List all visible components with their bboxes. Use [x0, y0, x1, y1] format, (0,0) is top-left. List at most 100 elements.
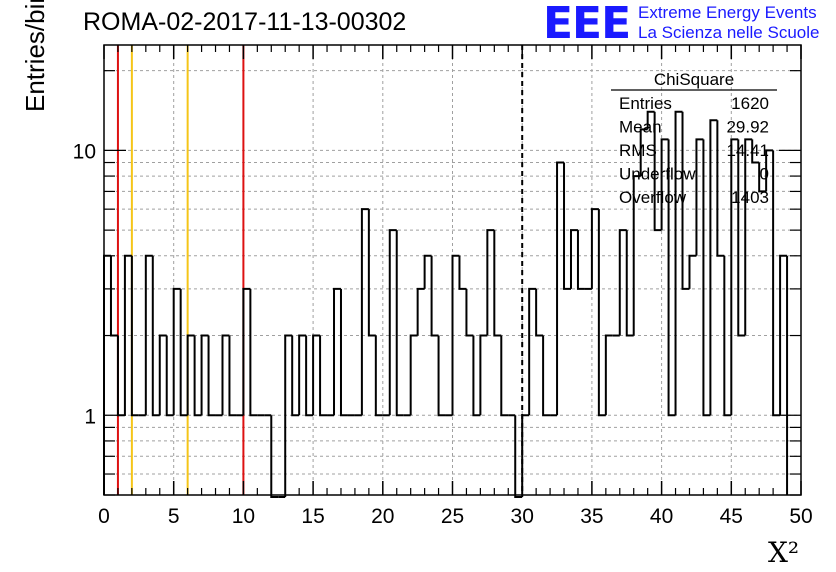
histogram-bin	[305, 335, 314, 417]
histogram-bin	[103, 254, 111, 495]
histogram-bin	[528, 287, 537, 416]
histogram-bin	[758, 162, 767, 193]
stats-row-label: Entries	[619, 94, 672, 113]
histogram-bin	[109, 255, 118, 337]
histogram-bin	[319, 335, 328, 417]
histogram-bin	[514, 415, 523, 498]
histogram-bin	[333, 287, 341, 416]
histogram-bin	[123, 254, 132, 416]
histogram-bin	[632, 175, 641, 336]
histogram-bin	[597, 209, 606, 417]
histogram-bin	[604, 334, 613, 416]
histogram-bin	[291, 335, 300, 417]
histogram-bin	[367, 209, 376, 337]
histogram-bin	[716, 120, 725, 257]
stats-row-value: 1620	[731, 94, 769, 113]
histogram-bin	[681, 111, 690, 290]
chart-title: ROMA-02-2017-11-13-00302	[83, 8, 407, 36]
histogram-bin	[493, 230, 502, 337]
histogram-bin	[472, 335, 481, 417]
histogram-bin	[116, 335, 125, 417]
histogram-bin	[249, 288, 258, 417]
stats-row-value: 29.92	[726, 118, 769, 137]
histogram-bin	[465, 288, 474, 337]
stats-row-value: 14.41	[726, 141, 769, 160]
histogram-bin	[312, 334, 321, 416]
histogram-bin	[193, 335, 202, 417]
histogram-bin	[388, 229, 397, 416]
histogram-bin	[590, 208, 599, 289]
histogram-bin	[458, 255, 467, 290]
x-tick-label: 0	[98, 505, 110, 528]
histogram-bin	[423, 254, 432, 289]
x-tick-label: 35	[580, 505, 603, 528]
x-tick-label: 45	[720, 505, 743, 528]
histogram-bin	[479, 334, 488, 416]
histogram-bin	[179, 288, 188, 417]
histogram-bin	[360, 208, 369, 416]
x-tick-label: 25	[441, 505, 464, 528]
histogram-bin	[284, 334, 293, 497]
stats-row-label: Mean	[619, 118, 662, 137]
histogram-bin	[416, 287, 425, 336]
histogram-bin	[500, 335, 509, 417]
histogram-bin	[779, 254, 788, 416]
histogram-bin	[563, 162, 571, 290]
logo-text-line1: Extreme Energy Events	[638, 3, 817, 22]
histogram-bin	[144, 254, 153, 416]
histogram-bin	[535, 288, 544, 337]
x-tick-label: 15	[301, 505, 324, 528]
histogram-bin	[744, 138, 753, 336]
histogram-bin	[298, 334, 307, 416]
histogram-bin	[186, 334, 195, 416]
x-tick-label: 40	[650, 505, 673, 528]
histogram-bin	[639, 128, 648, 177]
histogram-bin	[207, 335, 216, 417]
x-tick-label: 10	[232, 505, 255, 528]
histogram-bin	[221, 334, 230, 416]
histogram-bin	[172, 287, 181, 416]
histogram-bin	[151, 255, 160, 417]
histogram-bin	[737, 139, 746, 337]
histogram-bin	[702, 139, 711, 417]
histogram-bin	[556, 161, 565, 416]
histogram-bin	[709, 119, 718, 416]
histogram-bin	[228, 335, 237, 417]
histogram-bin	[688, 254, 697, 289]
histogram-bin	[723, 255, 732, 417]
histogram-bin	[569, 229, 578, 289]
stats-box-title: ChiSquare	[654, 70, 734, 89]
histogram-bin	[165, 335, 174, 417]
axes-frame: 0 5 10 15 20 25 30 35 40 45 50 1 10	[73, 44, 813, 528]
y-tick-label: 1	[84, 405, 96, 428]
histogram-bin	[618, 229, 627, 336]
x-tick-label: 20	[371, 505, 394, 528]
histogram-bin	[242, 287, 251, 416]
histogram-bin	[660, 138, 669, 231]
histogram-bin	[430, 255, 439, 337]
stats-row-label: RMS	[619, 141, 657, 160]
histogram-bin	[751, 139, 760, 164]
histogram-bin	[374, 335, 383, 417]
histogram-bin	[667, 139, 676, 417]
threshold-lines	[116, 45, 524, 495]
histogram-bin	[486, 229, 495, 336]
stats-box: ChiSquare Entries 1620 Mean 29.92 RMS 14.41 Und…	[611, 70, 777, 207]
histogram-bin	[437, 335, 446, 417]
y-tick-label: 10	[73, 140, 96, 163]
x-tick-label: 5	[168, 505, 180, 528]
histogram-bin	[695, 138, 704, 256]
histogram-bin	[730, 138, 739, 416]
logo-text-line2: La Scienza nelle Scuole	[638, 23, 820, 42]
histogram-bin	[409, 334, 418, 416]
x-tick-label: 30	[511, 505, 534, 528]
histogram-bin	[765, 149, 774, 192]
histogram-bin	[395, 230, 404, 417]
histogram-bin	[542, 335, 551, 417]
x-axis-label: X²	[768, 536, 800, 569]
histogram-bin	[451, 254, 460, 416]
stats-row-value: 1403	[731, 188, 769, 207]
histogram-bin	[270, 415, 279, 498]
stats-row-value: 0	[760, 165, 769, 184]
